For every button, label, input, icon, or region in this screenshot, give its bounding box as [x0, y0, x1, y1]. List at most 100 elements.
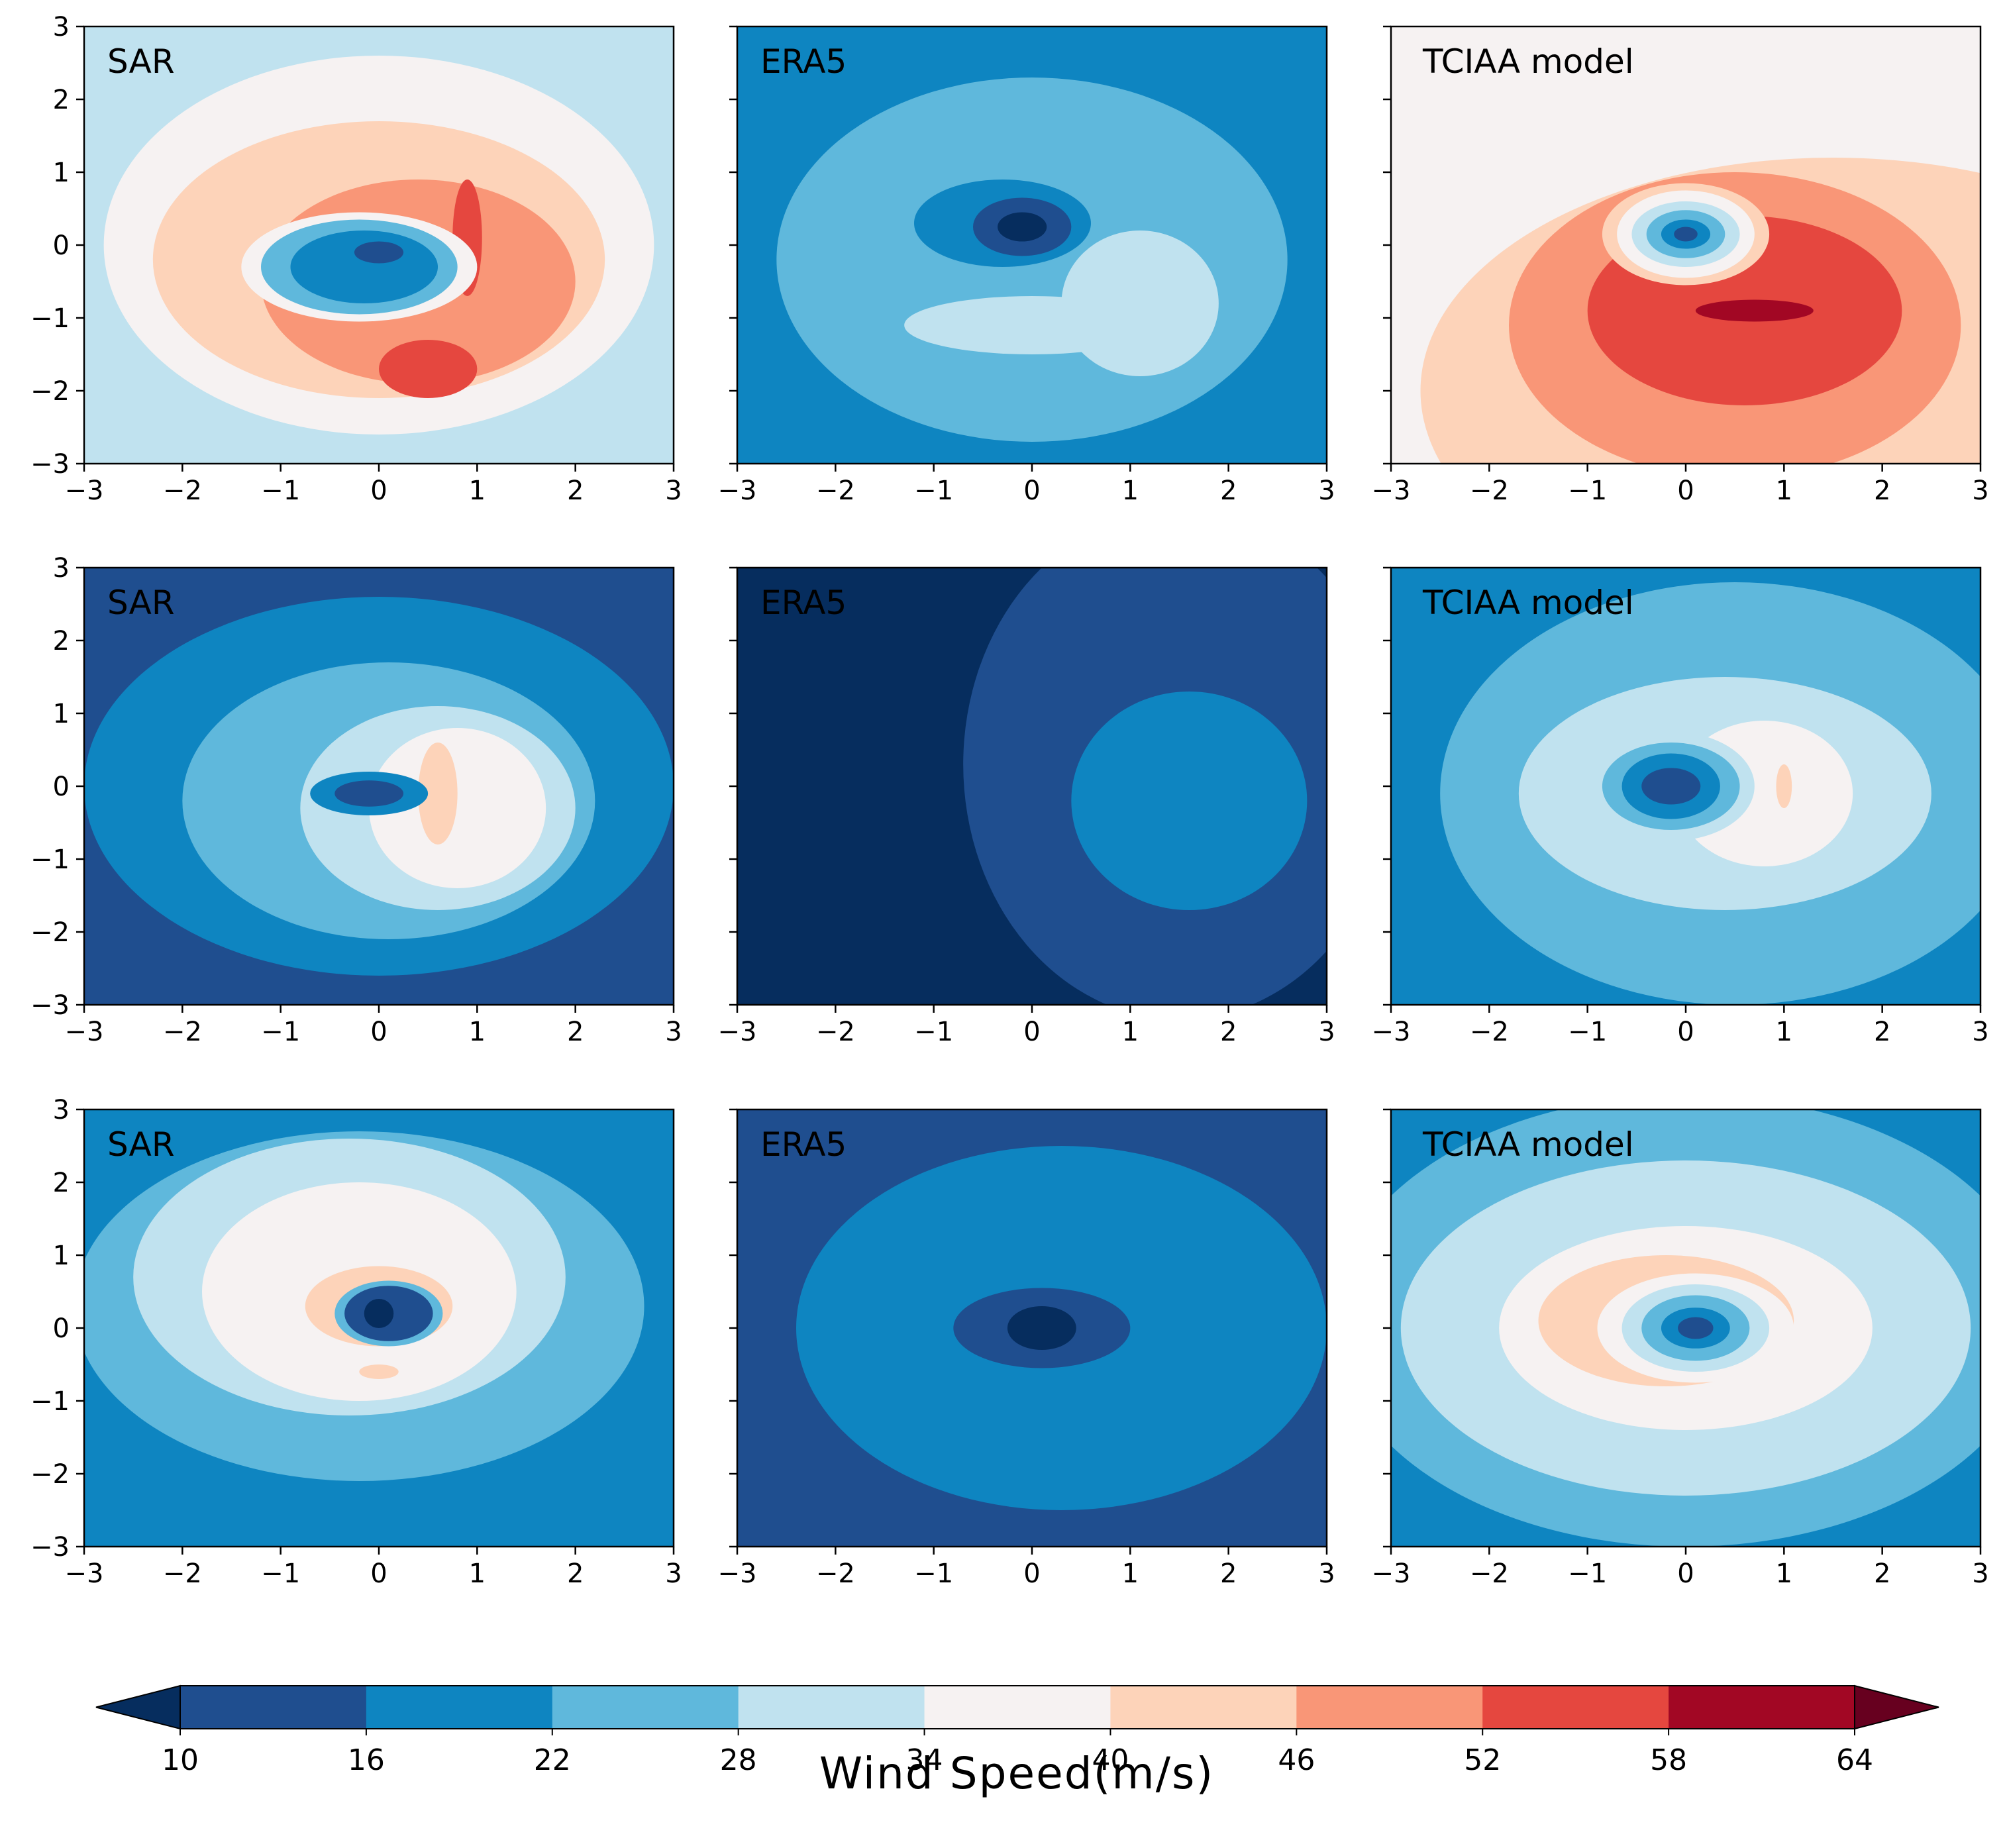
colorbar-tick-label: 58	[1650, 1743, 1687, 1777]
x-tick-label: 3	[1318, 476, 1335, 506]
panel-label: ERA5	[760, 42, 847, 81]
colorbar-tick-label: 64	[1836, 1743, 1873, 1777]
colorbar-tick-label: 22	[534, 1743, 571, 1777]
x-tick-label: −1	[1568, 476, 1607, 506]
y-tick-label: −3	[30, 1532, 70, 1563]
y-tick-label: 3	[53, 553, 70, 584]
contour-field	[84, 568, 674, 1005]
x-tick-label: 1	[469, 1017, 486, 1047]
x-tick-label: 3	[1972, 1559, 1988, 1589]
x-tick-label: −2	[816, 1017, 855, 1047]
contour-region	[904, 296, 1160, 354]
panel-0-1: ERA5 −3 −2 −1 0 1 2 3	[718, 25, 1335, 506]
colorbar-tick-label: 52	[1464, 1743, 1501, 1777]
colorbar-segment	[366, 1686, 553, 1729]
colorbar-segment	[1296, 1686, 1483, 1729]
contour-region	[1678, 1317, 1714, 1339]
x-tick-label: 1	[1122, 1017, 1139, 1047]
x-tick-label: 0	[1023, 1017, 1040, 1047]
x-tick-label: −2	[163, 1017, 202, 1047]
y-tick-label: −1	[30, 303, 70, 334]
panel-label: ERA5	[760, 584, 847, 622]
x-tick-label: 3	[1318, 1559, 1335, 1589]
panel-label: TCIAA model	[1422, 1125, 1634, 1164]
colorbar-frame	[180, 1685, 1855, 1729]
y-tick-label: 1	[53, 1241, 70, 1271]
contour-region	[354, 241, 404, 264]
x-tick-label: 2	[1874, 1559, 1890, 1589]
contour-field	[1391, 26, 1981, 464]
x-tick-label: −1	[261, 1559, 300, 1589]
x-tick-label: −3	[718, 476, 757, 506]
contour-region	[1071, 692, 1308, 910]
x-tick-label: 2	[567, 1017, 584, 1047]
contour-region	[379, 340, 478, 398]
x-tick-label: −3	[65, 1559, 104, 1589]
y-tick-label: −3	[30, 990, 70, 1021]
panel-label: SAR	[107, 584, 175, 622]
x-tick-label: −1	[1568, 1017, 1607, 1047]
y-tick-label: 3	[53, 1095, 70, 1125]
panel-1-0: SAR −3 −2 −1 0 1 2 3 −3 −2 −1 0 1 2 3	[30, 553, 682, 1047]
y-tick-label: 3	[53, 12, 70, 42]
x-tick-label: −3	[1372, 1559, 1411, 1589]
x-tick-label: 1	[1776, 1559, 1792, 1589]
x-tick-label: −3	[718, 1559, 757, 1589]
y-tick-label: −3	[30, 449, 70, 480]
x-tick-label: −2	[816, 476, 855, 506]
y-tick-label: −2	[30, 1459, 70, 1490]
colorbar-tick-label: 34	[906, 1743, 943, 1777]
x-tick-label: 1	[469, 1559, 486, 1589]
x-tick-label: −1	[261, 1017, 300, 1047]
x-tick-label: 1	[469, 476, 486, 506]
x-tick-label: 1	[1776, 1017, 1792, 1047]
contour-field	[1391, 568, 1981, 1005]
x-tick-label: −2	[1470, 1559, 1509, 1589]
x-tick-label: −1	[914, 1559, 953, 1589]
x-tick-label: 2	[1874, 1017, 1890, 1047]
y-tick-label: 2	[53, 626, 70, 656]
contour-region	[1695, 299, 1814, 322]
x-tick-label: 1	[1776, 476, 1792, 506]
x-tick-label: 0	[1677, 476, 1694, 506]
colorbar-tick-label: 46	[1278, 1743, 1315, 1777]
x-tick-label: 0	[370, 1017, 387, 1047]
x-tick-label: 3	[665, 476, 682, 506]
contour-region	[334, 780, 404, 807]
x-tick-label: 0	[1677, 1017, 1694, 1047]
x-tick-label: −3	[65, 476, 104, 506]
panel-label: TCIAA model	[1422, 42, 1634, 81]
x-tick-label: 2	[1220, 1017, 1237, 1047]
x-tick-label: −1	[1568, 1559, 1607, 1589]
panel-label: ERA5	[760, 1125, 847, 1164]
x-tick-label: −2	[1470, 476, 1509, 506]
x-tick-label: 0	[370, 476, 387, 506]
panel-grid: SAR −3 −2 −1 0 1 2 3 −3 −2 −1 0 1 2 3 ERA5 −3 −2 −1 0 1 2 3 TCI…	[30, 12, 1989, 1589]
colorbar-segment	[924, 1686, 1111, 1729]
colorbar-segment	[1110, 1686, 1297, 1729]
contour-region	[1641, 768, 1701, 805]
panel-1-2: TCIAA model −3 −2 −1 0 1 2 3	[1372, 566, 1989, 1047]
panel-2-0: SAR −3 −2 −1 0 1 2 3 −3 −2 −1 0 1 2 3	[30, 1095, 682, 1589]
x-tick-label: 3	[665, 1559, 682, 1589]
x-tick-label: 1	[1122, 476, 1139, 506]
x-tick-label: 3	[1318, 1017, 1335, 1047]
contour-field	[737, 1109, 1327, 1547]
colorbar-extend-low	[95, 1684, 181, 1730]
x-tick-label: −2	[163, 1559, 202, 1589]
contour-region	[1007, 1306, 1076, 1350]
y-tick-label: 1	[53, 158, 70, 188]
y-tick-label: −1	[30, 1386, 70, 1417]
colorbar-title: Wind Speed(m/s)	[819, 1748, 1214, 1799]
x-tick-label: 2	[567, 476, 584, 506]
panel-label: TCIAA model	[1422, 584, 1634, 622]
colorbar-tick-label: 16	[348, 1743, 385, 1777]
y-tick-label: 0	[53, 1313, 70, 1344]
y-tick-label: −2	[30, 376, 70, 407]
x-tick-label: 0	[1023, 476, 1040, 506]
x-tick-label: 2	[567, 1559, 584, 1589]
x-tick-label: 1	[1122, 1559, 1139, 1589]
contour-field	[84, 26, 674, 464]
x-tick-label: −3	[1372, 476, 1411, 506]
colorbar-tick-label: 10	[162, 1743, 199, 1777]
